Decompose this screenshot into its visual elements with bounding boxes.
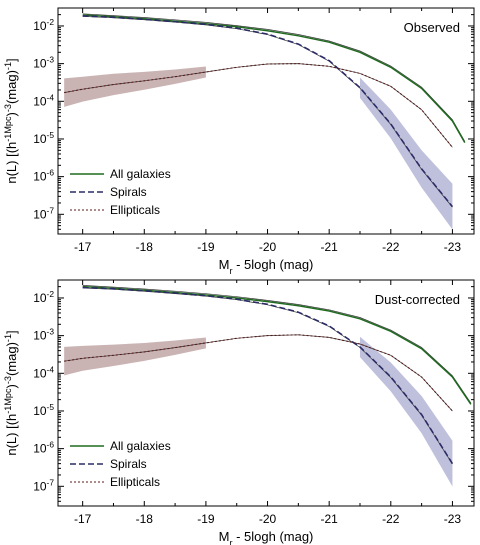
y-axis-label: n(L) [(h-1Mpc)-3(mag)-1] — [3, 58, 19, 183]
chart-panel-1: -17 -18 -19 -20 -21 -22 -23 10-7 10-6 10-5 10-4 10-… — [3, 7, 475, 276]
y-tick-label: 10-5 — [33, 130, 54, 146]
panel-annotation: Observed — [404, 20, 460, 35]
legend-label: Spirals — [110, 457, 147, 471]
x-tick-label: -21 — [320, 512, 338, 526]
series-line-ellipticals — [64, 63, 453, 148]
uncertainty-band — [359, 77, 453, 230]
y-axis-label: n(L) [(h-1Mpc)-3(mag)-1] — [3, 330, 19, 455]
uncertainty-band — [359, 336, 453, 487]
x-tick-label: -22 — [382, 512, 400, 526]
y-tick-label: 10-5 — [33, 402, 54, 418]
x-tick-label: -18 — [136, 512, 154, 526]
y-tick-label: 10-6 — [33, 440, 54, 456]
uncertainty-band — [64, 66, 206, 107]
x-tick-label: -22 — [382, 240, 400, 254]
legend-label: All galaxies — [110, 439, 171, 453]
chart-panel-2: -17 -18 -19 -20 -21 -22 -23 10-7 10-6 10-5 10-4 10-… — [3, 279, 475, 545]
x-tick-label: -18 — [136, 240, 154, 254]
x-tick-label: -23 — [444, 240, 462, 254]
y-tick-label: 10-3 — [33, 327, 54, 343]
panel-annotation: Dust-corrected — [375, 292, 460, 307]
plot-frame — [57, 7, 475, 235]
legend: All galaxies Spirals Ellipticals — [70, 167, 171, 217]
x-tick-label: -20 — [259, 512, 277, 526]
y-tick-label: 10-2 — [33, 289, 54, 305]
x-axis-label: Mr - 5logh (mag) — [219, 529, 314, 545]
x-tick-label: -19 — [197, 512, 215, 526]
x-tick-label: -17 — [74, 240, 92, 254]
x-axis-label: Mr - 5logh (mag) — [219, 257, 314, 276]
x-tick-label: -20 — [259, 240, 277, 254]
legend-label: All galaxies — [110, 167, 171, 181]
series-line-spirals — [82, 15, 454, 208]
series-line-ellipticals — [64, 334, 453, 412]
y-tick-label: 10-4 — [33, 364, 54, 380]
uncertainty-band — [64, 337, 206, 376]
x-tick-label: -21 — [320, 240, 338, 254]
y-tick-label: 10-3 — [33, 55, 54, 71]
model-fit-line — [82, 285, 472, 404]
model-fit-line — [82, 13, 466, 142]
series-line-spirals — [82, 286, 454, 465]
legend-label: Spirals — [110, 185, 147, 199]
x-tick-label: -19 — [197, 240, 215, 254]
y-tick-label: 10-7 — [33, 205, 54, 221]
y-tick-label: 10-4 — [33, 92, 54, 108]
y-tick-label: 10-6 — [33, 168, 54, 184]
legend-label: Ellipticals — [110, 203, 160, 217]
y-tick-label: 10-2 — [33, 17, 54, 33]
x-tick-label: -23 — [444, 512, 462, 526]
legend: All galaxies Spirals Ellipticals — [70, 439, 171, 489]
x-tick-label: -17 — [74, 512, 92, 526]
legend-label: Ellipticals — [110, 475, 160, 489]
y-tick-label: 10-7 — [33, 477, 54, 493]
